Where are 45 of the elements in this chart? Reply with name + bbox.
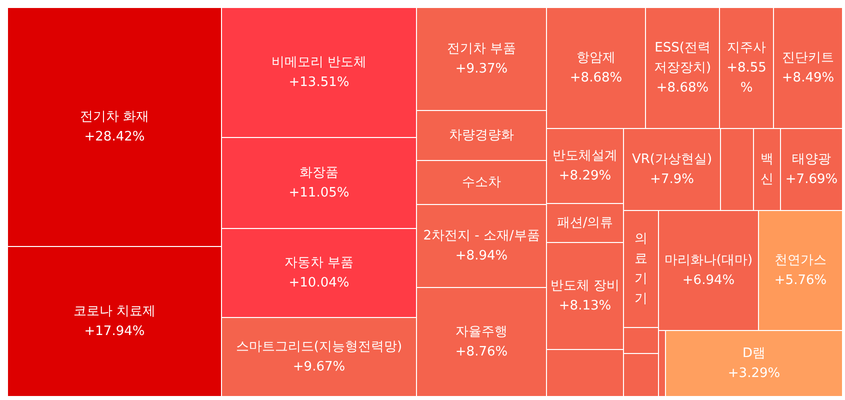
- category-label: 태양광: [792, 152, 831, 167]
- data-label: +8.55%: [726, 60, 766, 96]
- data-label: +10.04%: [288, 275, 350, 290]
- category-label: 자율주행: [456, 324, 508, 340]
- data-label: +8.49%: [782, 70, 834, 86]
- category-label: VR(가상현실): [632, 152, 712, 167]
- data-label: +6.94%: [682, 272, 735, 288]
- data-label: +8.76%: [455, 344, 508, 360]
- category-label: 스마트그리드(지능형전력망): [236, 339, 402, 354]
- category-label: 반도체 장비: [550, 278, 620, 294]
- data-label: +8.68%: [570, 70, 622, 86]
- category-label: 화장품: [300, 165, 338, 180]
- category-label: 천연가스: [774, 252, 826, 268]
- data-label: +9.37%: [455, 61, 508, 76]
- category-label: 2차전지 - 소재/부품: [423, 228, 540, 244]
- category-label: 전기차 부품: [446, 41, 516, 56]
- category-label: 항암제: [576, 50, 616, 66]
- data-label: +8.68%: [656, 80, 709, 96]
- data-label: +28.42%: [84, 129, 145, 144]
- category-label: 반도체설계: [552, 148, 618, 164]
- category-label: 전기차 화재: [80, 109, 150, 124]
- category-label: 수소차: [462, 174, 501, 190]
- category-label: 비메모리 반도체: [271, 54, 367, 70]
- data-label: +5.76%: [774, 272, 827, 288]
- data-label: +9.67%: [292, 359, 346, 374]
- data-label: +17.94%: [84, 324, 145, 339]
- category-label: 패션/의류: [556, 215, 614, 230]
- category-label: 의료기기: [634, 231, 648, 306]
- data-label: +11.05%: [288, 185, 350, 200]
- category-label: 지주사: [727, 40, 766, 56]
- category-label: 자동차 부품: [284, 255, 354, 270]
- category-label: 마리화나(대마): [664, 252, 753, 268]
- data-label: +3.29%: [728, 366, 780, 381]
- category-label: D램: [742, 346, 766, 361]
- data-label: +8.94%: [455, 248, 508, 264]
- data-label: +7.69%: [785, 172, 838, 187]
- data-label: +8.13%: [558, 298, 612, 314]
- category-label: ESS(전력 저장장치): [654, 40, 712, 76]
- category-label: 진단키트: [782, 50, 834, 66]
- data-label: +13.51%: [288, 74, 350, 90]
- category-label: 백신: [760, 152, 774, 187]
- category-label: 코로나 치료제: [73, 304, 156, 319]
- category-label: 차량경량화: [449, 128, 514, 143]
- data-label: +8.29%: [558, 168, 612, 184]
- data-label: +7.9%: [650, 172, 694, 187]
